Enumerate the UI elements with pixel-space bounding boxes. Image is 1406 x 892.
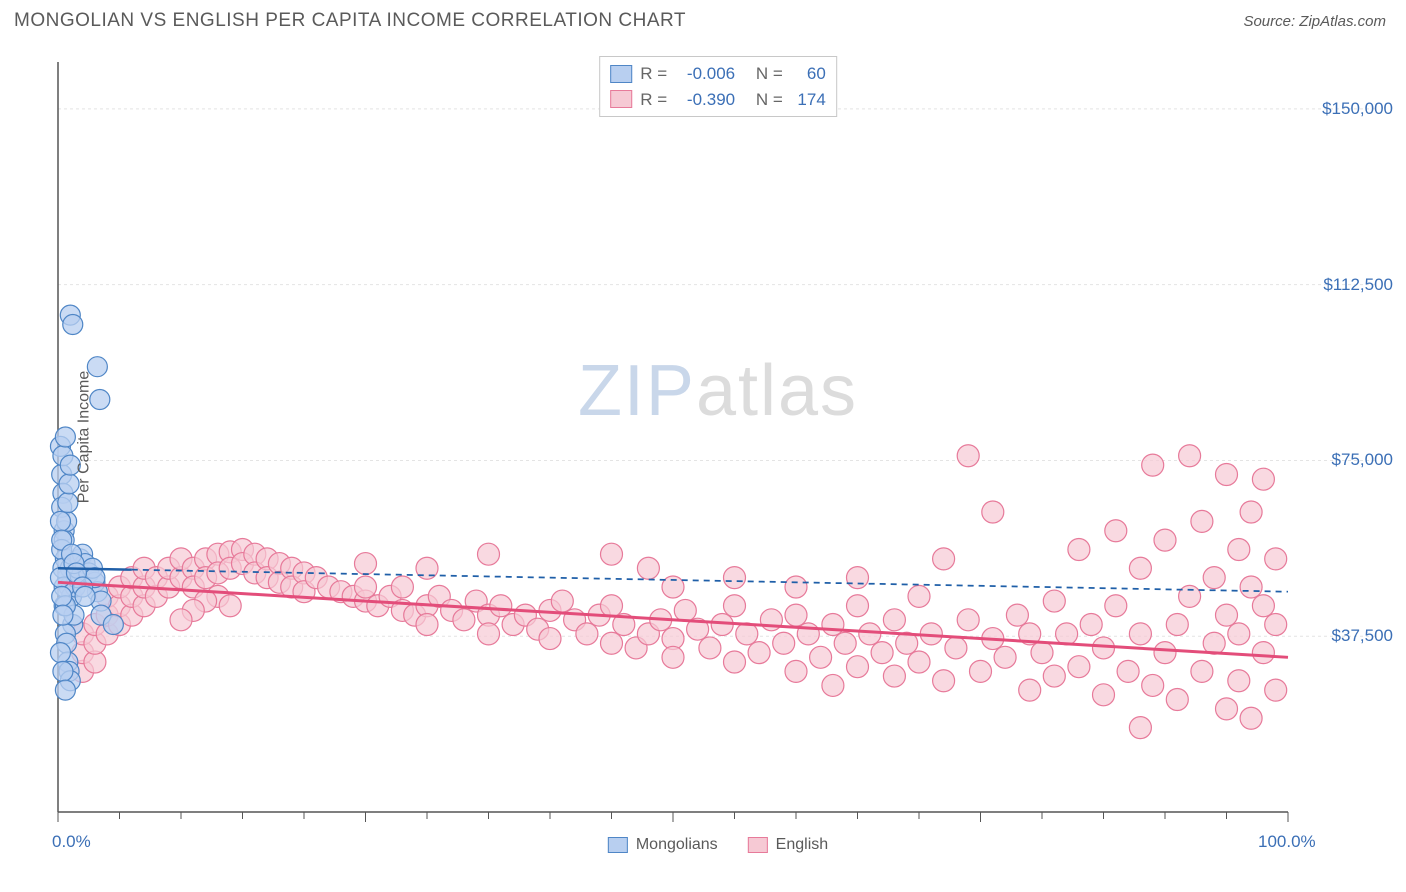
legend-label: Mongolians — [636, 836, 718, 854]
y-tick-label: $112,500 — [1323, 275, 1393, 295]
scatter-chart — [48, 52, 1388, 822]
chart-title: MONGOLIAN VS ENGLISH PER CAPITA INCOME C… — [14, 10, 686, 32]
legend-item-english: English — [748, 836, 828, 854]
stats-legend: R = -0.006 N = 60 R = -0.390 N = 174 — [599, 56, 837, 117]
stat-n-label: N = — [756, 87, 783, 113]
legend-item-mongolians: Mongolians — [608, 836, 718, 854]
bottom-legend: Mongolians English — [608, 836, 828, 854]
stat-r-label: R = — [640, 87, 667, 113]
plot-area: Per Capita Income ZIPatlas $37,500$75,00… — [48, 52, 1388, 822]
swatch-english — [610, 90, 632, 108]
stats-row-mongolians: R = -0.006 N = 60 — [610, 61, 826, 87]
chart-header: MONGOLIAN VS ENGLISH PER CAPITA INCOME C… — [0, 0, 1406, 38]
swatch-mongolians — [608, 837, 628, 853]
y-tick-label: $37,500 — [1332, 626, 1393, 646]
stats-row-english: R = -0.390 N = 174 — [610, 87, 826, 113]
swatch-english — [748, 837, 768, 853]
y-axis-label: Per Capita Income — [75, 371, 93, 504]
stat-n-label: N = — [756, 61, 783, 87]
x-tick-label-start: 0.0% — [52, 832, 91, 852]
stat-r-label: R = — [640, 61, 667, 87]
y-tick-label: $150,000 — [1322, 99, 1393, 119]
legend-label: English — [776, 836, 828, 854]
stat-r-value: -0.006 — [675, 61, 735, 87]
swatch-mongolians — [610, 65, 632, 83]
stat-n-value: 60 — [791, 61, 826, 87]
chart-source: Source: ZipAtlas.com — [1243, 13, 1386, 30]
x-tick-label-end: 100.0% — [1258, 832, 1316, 852]
stat-r-value: -0.390 — [675, 87, 735, 113]
stat-n-value: 174 — [791, 87, 826, 113]
y-tick-label: $75,000 — [1332, 450, 1393, 470]
